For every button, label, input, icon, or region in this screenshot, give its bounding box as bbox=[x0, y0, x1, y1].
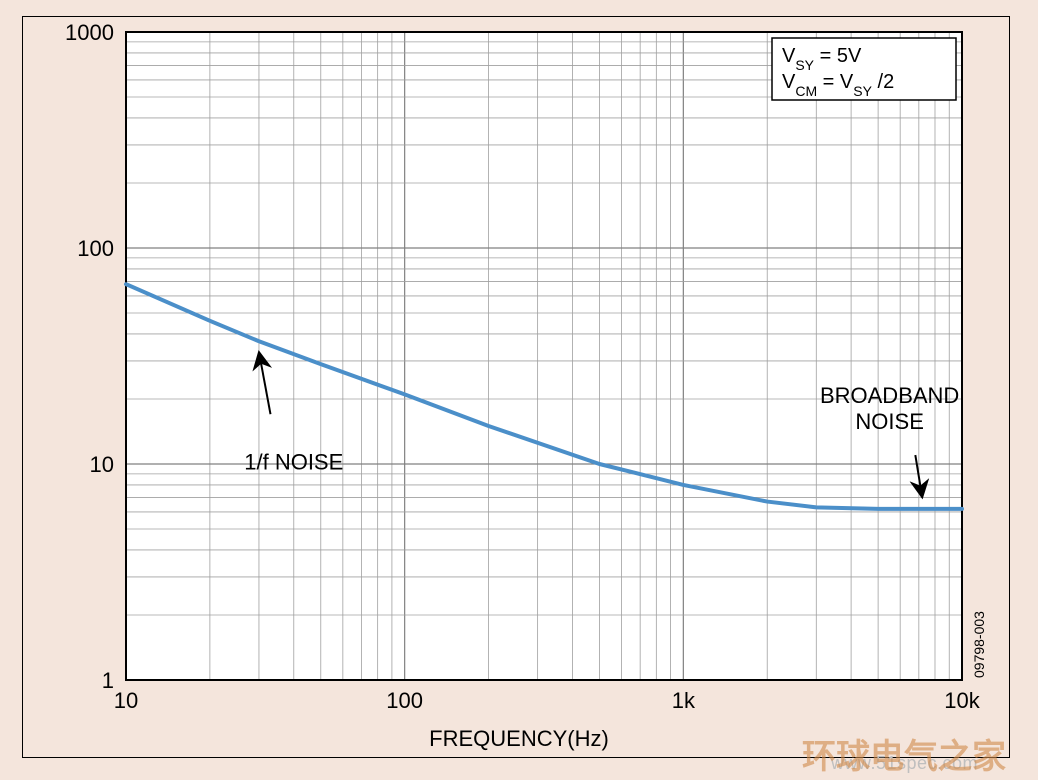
svg-text:1000: 1000 bbox=[65, 20, 114, 45]
svg-text:1: 1 bbox=[102, 668, 114, 693]
watermark-logo: 环球电气之家 bbox=[802, 729, 1006, 778]
svg-text:10: 10 bbox=[114, 688, 138, 713]
svg-text:100: 100 bbox=[386, 688, 423, 713]
svg-text:100: 100 bbox=[77, 236, 114, 261]
svg-text:1k: 1k bbox=[672, 688, 696, 713]
svg-text:09798-003: 09798-003 bbox=[971, 611, 987, 678]
svg-text:BROADBAND: BROADBAND bbox=[820, 383, 959, 408]
svg-text:1/f NOISE: 1/f NOISE bbox=[244, 449, 343, 474]
noise-density-chart: 101001k10k11010010001/f NOISEBROADBANDNO… bbox=[0, 0, 1038, 780]
svg-text:NOISE: NOISE bbox=[855, 409, 923, 434]
svg-text:10k: 10k bbox=[944, 688, 980, 713]
figure-container: VOLTAGE NOISE DENSITY (nV/√Hz ) FREQUENC… bbox=[0, 0, 1038, 780]
svg-text:10: 10 bbox=[90, 452, 114, 477]
